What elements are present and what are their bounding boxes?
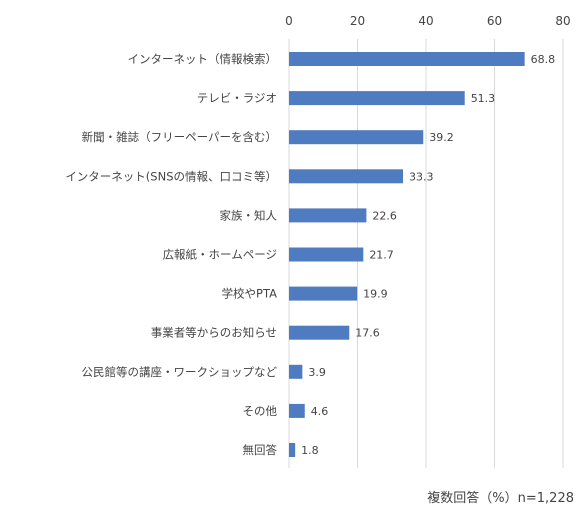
bar	[289, 286, 358, 301]
x-tick-label: 40	[418, 14, 433, 28]
category-label: インターネット（情報検索）	[128, 52, 278, 66]
bar	[289, 169, 404, 184]
category-label: 学校やPTA	[222, 287, 278, 301]
data-label: 17.6	[355, 327, 380, 340]
category-label: 事業者等からのお知らせ	[151, 326, 277, 340]
bar	[289, 443, 296, 457]
chart-note: 複数回答（%）n=1,228	[427, 491, 574, 506]
x-tick-label: 80	[555, 14, 570, 28]
category-label: インターネット(SNSの情報、口コミ等）	[65, 169, 277, 183]
x-tick-label: 0	[285, 14, 293, 28]
data-label: 4.6	[311, 405, 329, 418]
x-tick-label: 20	[350, 14, 365, 28]
data-label: 33.3	[409, 170, 434, 183]
data-label: 3.9	[308, 366, 326, 379]
category-label: その他	[243, 404, 278, 418]
bar	[289, 247, 364, 262]
data-label: 39.2	[429, 131, 454, 144]
x-axis-tick-labels: 0 20 40 60 80	[285, 14, 570, 28]
data-label: 68.8	[531, 53, 556, 66]
category-label: 新聞・雑誌（フリーペーパーを含む）	[82, 130, 277, 144]
category-label: 家族・知人	[220, 208, 278, 222]
x-tick-label: 60	[487, 14, 502, 28]
bars	[289, 52, 525, 457]
bar	[289, 130, 424, 145]
data-label: 1.8	[301, 444, 319, 457]
category-label: 公民館等の講座・ワークショップなど	[82, 365, 278, 379]
data-label: 22.6	[372, 209, 397, 222]
bar	[289, 52, 525, 66]
data-label: 19.9	[363, 288, 388, 301]
category-label: 無回答	[243, 443, 278, 457]
bar	[289, 403, 305, 418]
bar	[289, 208, 367, 223]
data-labels: 68.8 51.3 39.2 33.3 22.6 21.7 19.9 17.6 3.9 4.6 1.…	[301, 53, 555, 457]
category-label: 広報紙・ホームページ	[163, 248, 277, 262]
bar	[289, 364, 303, 379]
data-label: 21.7	[369, 249, 394, 262]
bar	[289, 91, 465, 106]
category-label: テレビ・ラジオ	[197, 91, 277, 105]
gridlines	[288, 39, 564, 468]
bar	[289, 325, 350, 340]
data-label: 51.3	[471, 92, 496, 105]
